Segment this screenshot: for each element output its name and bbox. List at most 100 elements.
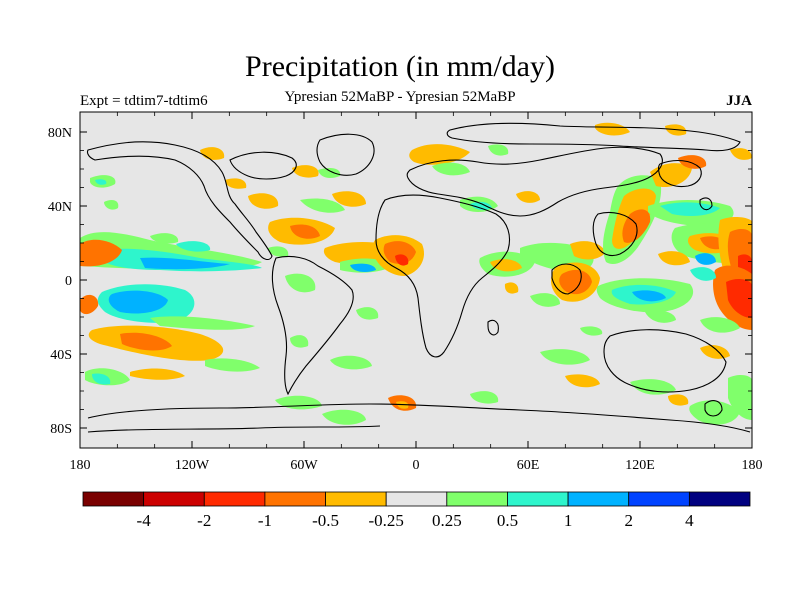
coastline-north-america	[86, 141, 273, 261]
field-patch	[290, 224, 320, 239]
x-tick-label: 60W	[290, 458, 318, 473]
field-patch	[730, 148, 752, 160]
coastline-arctic-canada	[229, 151, 297, 180]
field-patch	[488, 144, 509, 156]
field-patch	[285, 273, 316, 293]
colorbar-swatch	[567, 491, 630, 507]
field-patch	[678, 155, 707, 169]
colorbar-label: -2	[197, 511, 211, 530]
coastlines	[86, 122, 751, 433]
field-patch	[268, 246, 289, 257]
colorbar-swatch	[203, 491, 266, 507]
field-patch	[80, 294, 99, 315]
field-patch	[630, 379, 676, 395]
field-patch	[565, 374, 600, 388]
precip-field	[80, 112, 752, 448]
field-patch	[120, 332, 172, 351]
field-patch	[292, 165, 319, 178]
y-tick-label: 0	[65, 274, 72, 289]
coastline-south-america	[271, 255, 354, 396]
x-tick-label: 60E	[517, 458, 540, 473]
coastline-antarctica	[87, 403, 751, 433]
colorbar-swatch	[446, 491, 508, 507]
field-patch	[516, 191, 540, 203]
field-patch	[432, 162, 470, 176]
colorbar-label: -4	[137, 511, 152, 530]
colorbar-label: 2	[624, 511, 633, 530]
field-patch	[140, 257, 230, 270]
field-patch	[130, 368, 185, 380]
coastline-southeast-asia	[592, 211, 638, 257]
field-patch	[108, 290, 168, 314]
field-patch	[383, 241, 416, 264]
coastline-europe	[406, 146, 663, 217]
coastline-australia-antarctica	[603, 329, 727, 393]
field-patch	[530, 293, 560, 307]
x-tick-label: 180	[742, 458, 763, 473]
field-patch	[700, 317, 740, 333]
coastline-siberia	[446, 122, 741, 152]
x-tick-label: 180	[70, 458, 91, 473]
field-patch	[80, 239, 122, 267]
colorbar-swatch	[264, 491, 326, 507]
field-patch	[395, 254, 409, 266]
season-label: JJA	[726, 93, 752, 109]
field-patch	[470, 391, 499, 404]
coastline-japan	[699, 197, 713, 211]
y-tick-label: 80N	[48, 126, 72, 141]
field-patch	[322, 409, 366, 425]
coastline-greenland	[316, 133, 375, 176]
colorbar-label: 0.25	[432, 511, 462, 530]
field-patch	[689, 400, 740, 425]
coastline-africa-north	[375, 194, 511, 358]
y-axis: 80N 40N 0 40S 80S	[48, 126, 752, 437]
colorbar-swatch	[507, 491, 569, 507]
y-tick-label: 80S	[50, 422, 72, 437]
field-patch	[490, 259, 522, 272]
field-patch	[318, 168, 341, 178]
x-tick-label: 0	[413, 458, 420, 473]
y-tick-label: 40S	[50, 348, 72, 363]
field-patch	[290, 335, 309, 348]
field-patch	[300, 198, 345, 213]
chart-title: Precipitation (in mm/day)	[245, 50, 555, 83]
field-patch	[176, 241, 211, 252]
field-patch	[95, 179, 107, 185]
colorbar: -4 -2 -1 -0.5 -0.25 0.25 0.5 1 2 4	[82, 491, 751, 530]
colorbar-label: 1	[564, 511, 573, 530]
field-patch	[205, 358, 260, 372]
field-patch	[645, 310, 676, 323]
field-patch	[332, 191, 366, 207]
colorbar-label: -0.25	[368, 511, 403, 530]
field-patch	[559, 269, 592, 295]
field-patch	[540, 349, 590, 365]
field-patch	[580, 326, 603, 336]
field-patch	[350, 263, 376, 273]
coastline-alaska-east-asia	[657, 159, 702, 188]
x-axis: 180 120W 60W 0 60E 120E 180	[70, 112, 763, 473]
colorbar-swatch	[385, 491, 448, 507]
colorbar-label: 4	[685, 511, 694, 530]
colorbar-swatch	[628, 491, 690, 507]
x-tick-label: 120W	[175, 458, 210, 473]
field-patch	[650, 163, 692, 188]
field-patch	[356, 307, 379, 320]
field-patch	[104, 200, 119, 210]
field-patch	[150, 316, 255, 330]
coastline-new-zealand	[704, 400, 723, 417]
field-patch	[595, 122, 630, 136]
colorbar-label: -0.5	[312, 511, 339, 530]
experiment-label: Expt = tdtim7-tdtim6	[80, 93, 208, 109]
field-patch	[470, 201, 492, 211]
chart-subtitle: Ypresian 52MaBP - Ypresian 52MaBP	[284, 89, 516, 105]
field-patch	[225, 178, 247, 189]
colorbar-swatch	[325, 491, 387, 507]
coastline-india	[551, 263, 582, 295]
field-patch	[632, 290, 666, 302]
field-patch	[660, 202, 720, 216]
field-patch	[690, 267, 716, 281]
field-patch	[330, 355, 372, 370]
field-patch	[150, 233, 179, 244]
colorbar-label: 0.5	[497, 511, 518, 530]
